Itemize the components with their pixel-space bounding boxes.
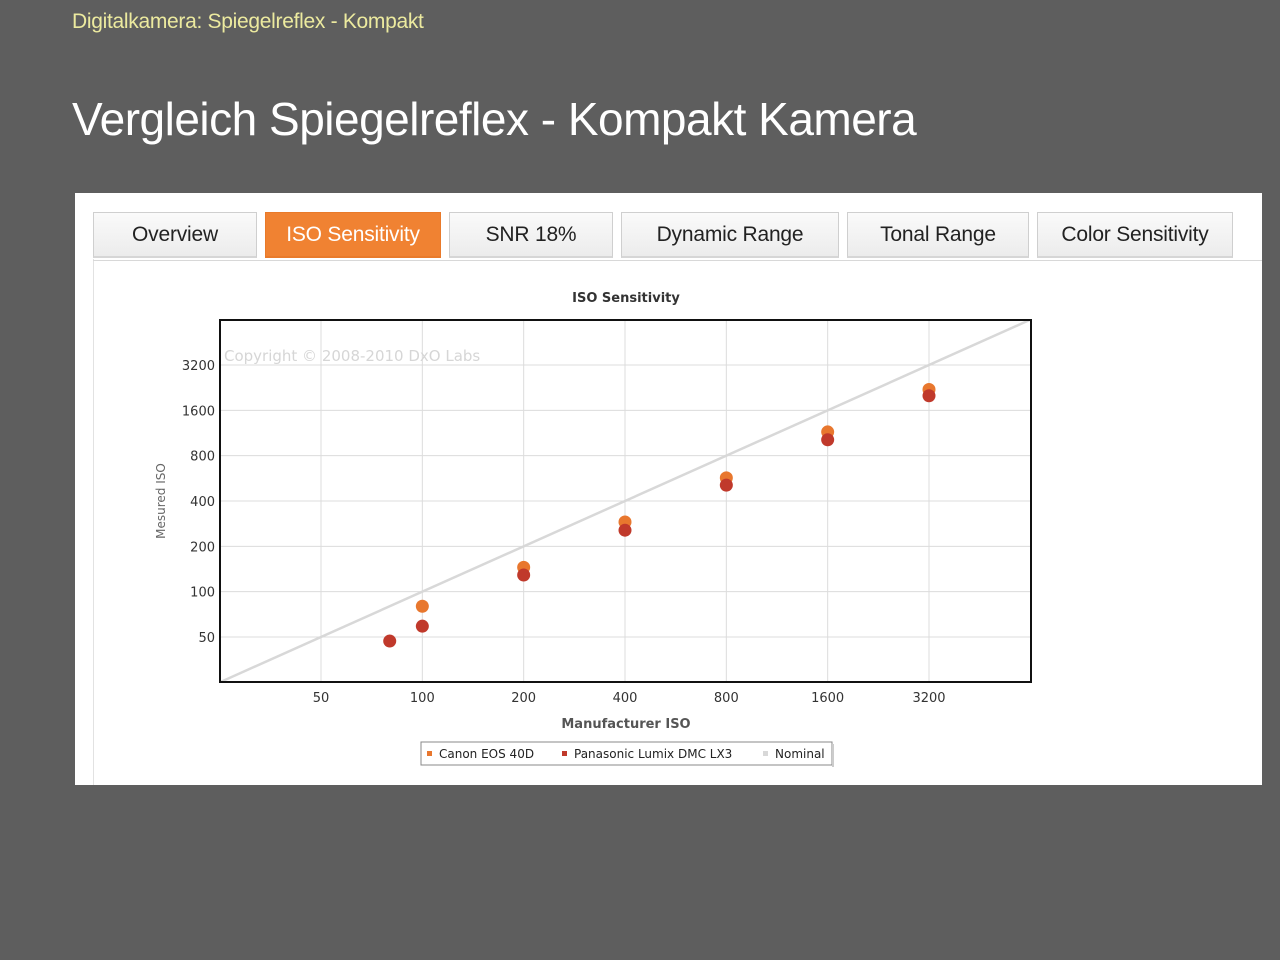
point-panasonic-lumix-dmc-lx3 [618,523,632,537]
legend-label: Nominal [775,747,825,761]
tab-dynamic-range[interactable]: Dynamic Range [621,212,839,258]
data-points [383,383,936,648]
plot-frame [219,319,1032,683]
legend-label: Canon EOS 40D [439,747,534,761]
legend-label: Panasonic Lumix DMC LX3 [574,747,732,761]
x-tick-label: 50 [313,691,330,706]
chart-area: ISO Sensitivity Copyright © 2008-2010 Dx… [75,193,1262,785]
slide-header: Digitalkamera: Spiegelreflex - Kompakt [72,10,424,33]
x-tick-label: 400 [613,691,638,706]
tab-iso-sensitivity[interactable]: ISO Sensitivity [265,212,441,258]
x-tick-labels: 50 100 200 400 800 1600 3200 [313,691,946,706]
x-tick-label: 100 [410,691,435,706]
legend-swatch [763,751,768,756]
slide-title: Vergleich Spiegelreflex - Kompakt Kamera [72,93,917,145]
legend-shadow [832,744,834,767]
tab-bar: Overview ISO Sensitivity SNR 18% Dynamic Ra… [93,212,1262,261]
x-tick-label: 3200 [912,691,945,706]
chart-title: ISO Sensitivity [572,291,680,306]
chart-legend: Canon EOS 40D Panasonic Lumix DMC LX3 Nomi… [420,741,834,767]
nominal-series-line [220,320,1031,682]
dxo-panel: Overview ISO Sensitivity SNR 18% Dynamic Ra… [75,193,1262,785]
point-canon-eos-40d [415,599,429,613]
x-tick-label: 800 [714,691,739,706]
point-panasonic-lumix-dmc-lx3 [383,634,397,648]
x-tick-label: 1600 [811,691,844,706]
tab-tonal-range[interactable]: Tonal Range [847,212,1029,258]
y-axis-label: Mesured ISO [154,463,168,539]
point-panasonic-lumix-dmc-lx3 [415,619,429,633]
y-tick-label: 3200 [182,359,215,374]
y-tick-label: 400 [190,495,215,510]
y-tick-label: 200 [190,540,215,555]
point-panasonic-lumix-dmc-lx3 [719,478,733,492]
legend-swatch [427,751,432,756]
chart-grid [220,320,1031,682]
y-tick-label: 50 [198,631,215,646]
panel-divider [93,259,94,785]
point-panasonic-lumix-dmc-lx3 [922,389,936,403]
point-panasonic-lumix-dmc-lx3 [821,433,835,447]
tab-overview[interactable]: Overview [93,212,257,258]
point-panasonic-lumix-dmc-lx3 [517,568,531,582]
x-tick-label: 200 [511,691,536,706]
y-tick-label: 800 [190,450,215,465]
y-tick-label: 1600 [182,404,215,419]
legend-swatch [562,751,567,756]
copyright-watermark: Copyright © 2008-2010 DxO Labs [224,347,480,365]
tab-color-sensitivity[interactable]: Color Sensitivity [1037,212,1233,258]
y-tick-label: 100 [190,586,215,601]
tab-snr-18[interactable]: SNR 18% [449,212,613,258]
y-tick-labels: 50 100 200 400 800 1600 3200 [182,359,215,646]
iso-sensitivity-chart: ISO Sensitivity Copyright © 2008-2010 Dx… [154,291,1032,767]
nominal-line [220,320,1031,682]
x-axis-label: Manufacturer ISO [561,717,690,732]
